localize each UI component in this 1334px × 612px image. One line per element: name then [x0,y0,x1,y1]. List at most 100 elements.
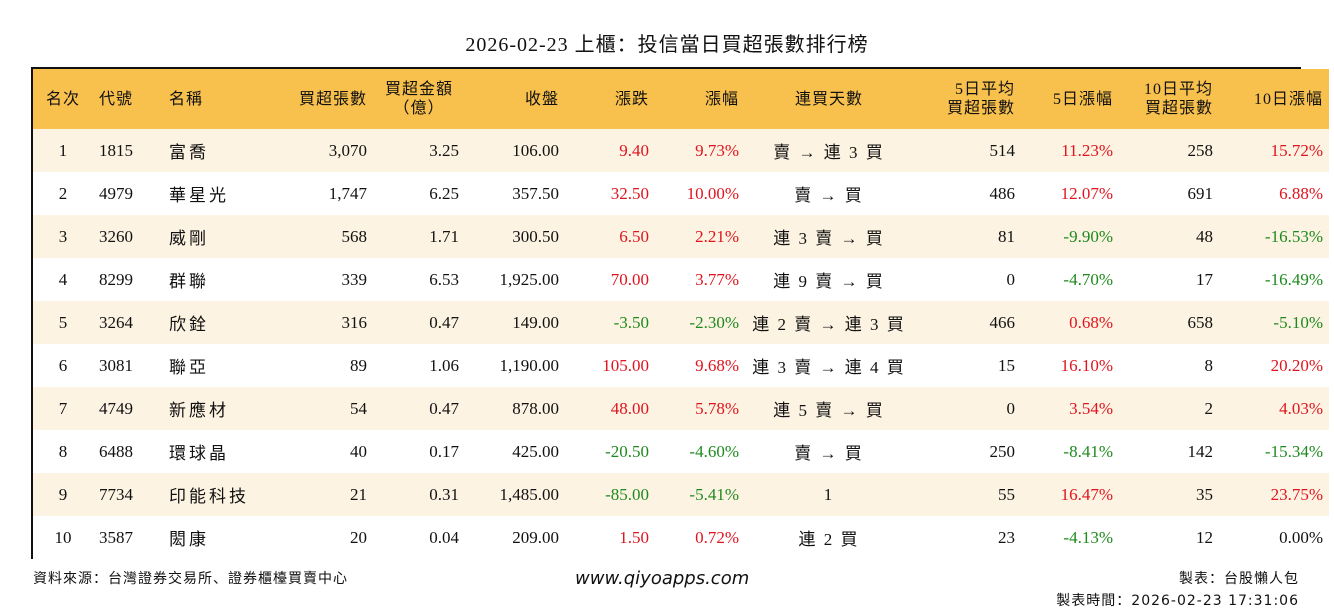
streak-cell: 賣 → 連 3 買 [773,143,885,162]
pct5-cell: 16.10% [1060,355,1113,375]
close-cell: 1,190.00 [499,355,560,375]
rank-cell: 8 [58,441,68,461]
close-cell: 106.00 [512,140,559,160]
pct5-cell: 0.68% [1069,312,1113,332]
rank-cell: 2 [58,183,68,203]
net-buy-lots-cell: 1,747 [328,183,367,203]
change-pct-cell: 5.78% [695,398,739,418]
pct5-cell: -4.70% [1063,269,1113,289]
table-row: 7 4749 新應材 54 0.47 878.00 48.00 5.78% 連 5 賣 → 買 0… [33,387,1329,430]
avg10-cell: 12 [1196,527,1213,547]
name-cell: 印能科技 [169,487,249,506]
pct10-cell: -16.53% [1264,226,1323,246]
change-pct-cell: 0.72% [695,527,739,547]
table-body: 1 1815 富喬 3,070 3.25 106.00 9.40 9.73% 賣 → 連 3 買… [33,129,1329,559]
net-buy-amount-cell: 3.25 [429,140,459,160]
change-cell: 9.40 [619,140,649,160]
streak-cell: 連 9 賣 → 買 [773,272,885,291]
rank-cell: 7 [58,398,68,418]
pct10-cell: -16.49% [1264,269,1323,289]
header-avg5-line2: 買超張數 [946,100,1015,117]
header-streak: 連買天數 [794,90,863,108]
net-buy-lots-cell: 21 [350,484,367,504]
net-buy-lots-cell: 89 [350,355,367,375]
net-buy-lots-cell: 316 [341,312,368,332]
avg5-cell: 0 [1006,269,1016,289]
streak-cell: 連 3 賣 → 買 [773,229,885,248]
table-row: 8 6488 環球晶 40 0.17 425.00 -20.50 -4.60% 賣 → 買 250… [33,430,1329,473]
rank-cell: 1 [58,140,68,160]
close-cell: 1,485.00 [499,484,560,504]
close-cell: 1,925.00 [499,269,560,289]
avg5-cell: 250 [989,441,1016,461]
code-cell: 4979 [99,183,133,203]
net-buy-lots-cell: 3,070 [328,140,367,160]
net-buy-amount-cell: 0.47 [429,398,459,418]
pct10-cell: -15.34% [1264,441,1323,461]
table-row: 3 3260 威剛 568 1.71 300.50 6.50 2.21% 連 3 賣 → 買 81… [33,215,1329,258]
close-cell: 209.00 [512,527,559,547]
rank-cell: 3 [58,226,68,246]
header-code: 代號 [99,90,134,108]
change-cell: 48.00 [610,398,649,418]
net-buy-amount-cell: 0.31 [429,484,459,504]
change-cell: 105.00 [602,355,649,375]
change-cell: 70.00 [610,269,649,289]
name-cell: 新應材 [169,401,229,420]
rank-cell: 10 [54,527,72,547]
header-pct10: 10日漲幅 [1253,90,1323,108]
close-cell: 300.50 [512,226,559,246]
made-time-label: 製表時間：2026-02-23 17:31:06 [1056,593,1299,609]
change-cell: 32.50 [610,183,649,203]
avg10-cell: 691 [1187,183,1214,203]
pct10-cell: 4.03% [1279,398,1323,418]
streak-cell: 連 2 賣 → 連 3 買 [752,315,906,334]
net-buy-amount-cell: 1.71 [429,226,459,246]
name-cell: 華星光 [169,186,229,205]
streak-cell: 賣 → 買 [794,444,864,463]
avg5-cell: 514 [989,140,1016,160]
change-pct-cell: 10.00% [686,183,739,203]
avg5-cell: 486 [989,183,1016,203]
code-cell: 4749 [99,398,133,418]
change-cell: -3.50 [613,312,649,332]
streak-cell: 賣 → 買 [794,186,864,205]
website-link[interactable]: www.qiyoapps.com [575,568,750,589]
rank-cell: 6 [58,355,68,375]
code-cell: 6488 [99,441,133,461]
pct5-cell: 12.07% [1060,183,1113,203]
data-source: 資料來源：台灣證券交易所、證券櫃檯買賣中心 [33,571,348,587]
pct5-cell: -9.90% [1063,226,1113,246]
header-change-pct: 漲幅 [704,90,739,108]
name-cell: 群聯 [169,272,209,291]
avg10-cell: 35 [1196,484,1213,504]
change-pct-cell: 3.77% [695,269,739,289]
change-pct-cell: -5.41% [689,484,739,504]
code-cell: 3587 [99,527,133,547]
avg10-cell: 142 [1187,441,1214,461]
page-title: 2026-02-23 上櫃：投信當日買超張數排行榜 [465,34,869,56]
header-pct5: 5日漲幅 [1052,90,1113,108]
net-buy-lots-cell: 568 [341,226,368,246]
avg5-cell: 466 [989,312,1016,332]
net-buy-amount-cell: 0.47 [429,312,459,332]
code-cell: 3264 [99,312,133,332]
change-cell: 1.50 [619,527,649,547]
ranking-table-container: 名次 代號 名稱 買超張數 買超金額 （億） 收盤 漲跌 漲幅 連買天數 5日平… [31,67,1329,559]
name-cell: 威剛 [169,229,209,248]
header-avg5-line1: 5日平均 [954,81,1015,98]
net-buy-lots-cell: 40 [350,441,367,461]
header-avg5: 5日平均 買超張數 [913,69,1021,129]
avg5-cell: 81 [998,226,1015,246]
header-avg10-line1: 10日平均 [1143,81,1213,98]
change-cell: 6.50 [619,226,649,246]
avg10-cell: 2 [1204,398,1214,418]
pct10-cell: -5.10% [1273,312,1323,332]
table-row: 6 3081 聯亞 89 1.06 1,190.00 105.00 9.68% 連 3 賣 → … [33,344,1329,387]
code-cell: 7734 [99,484,133,504]
pct10-cell: 15.72% [1270,140,1323,160]
header-avg10-line2: 買超張數 [1144,100,1213,117]
header-net-buy-amount-line1: 買超金額 [384,81,453,98]
avg10-cell: 48 [1196,226,1213,246]
net-buy-amount-cell: 6.25 [429,183,459,203]
